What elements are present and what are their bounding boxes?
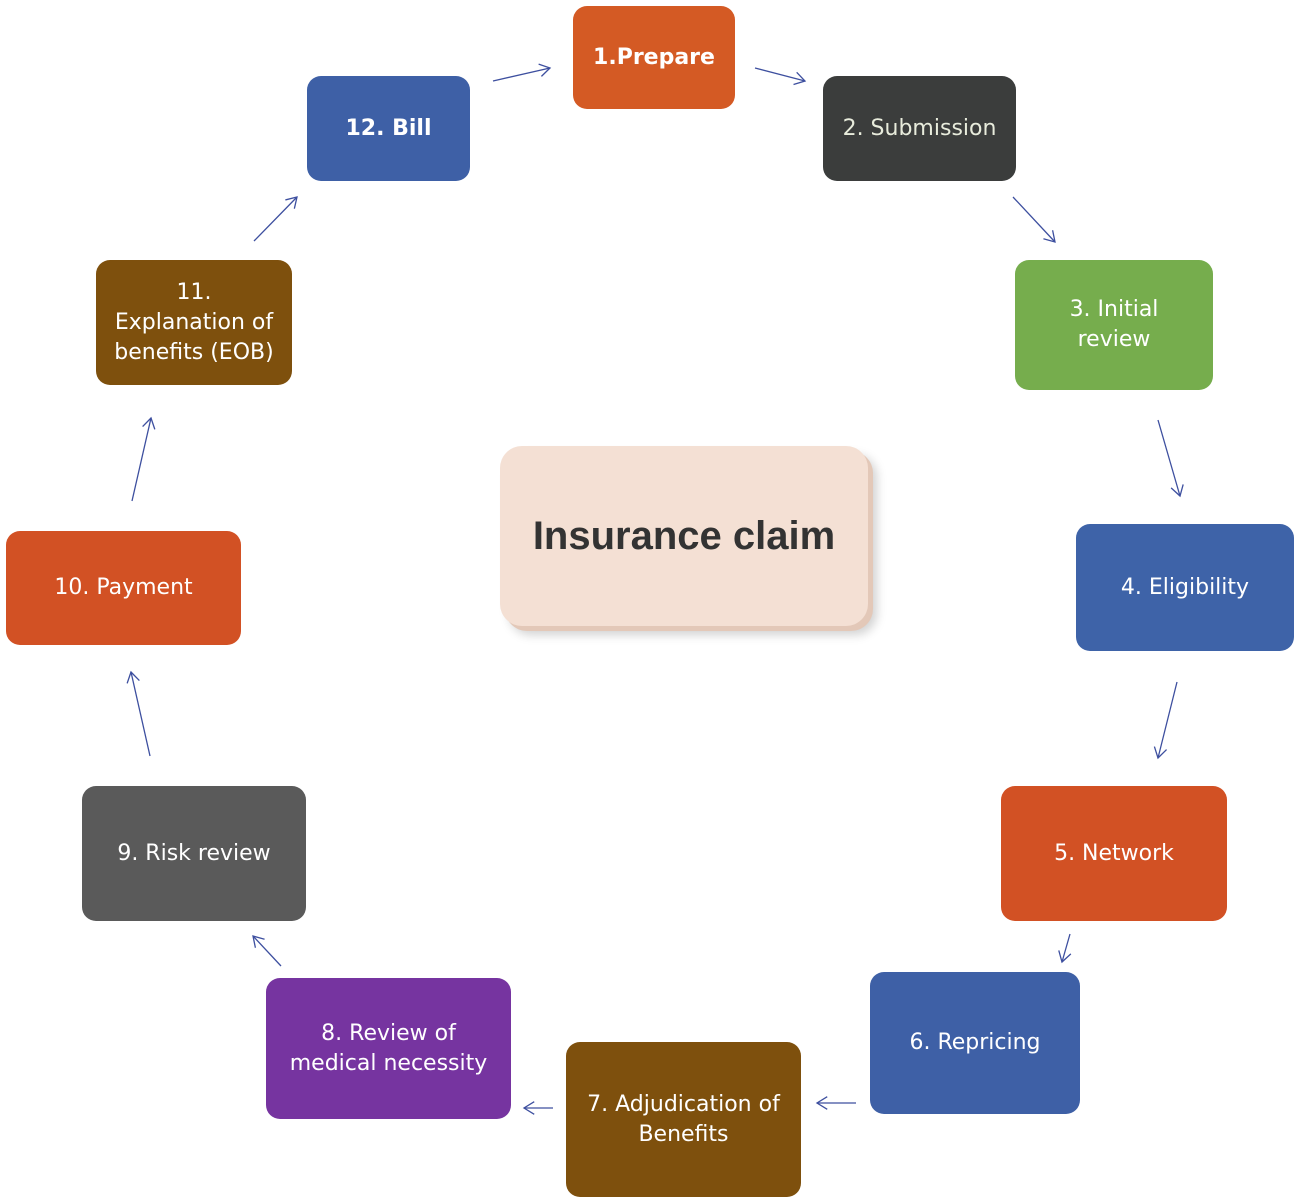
- step-3-label: 3. Initial review: [1069, 297, 1159, 352]
- step-2-label: 2. Submission: [842, 115, 997, 141]
- step-7-label: 7. Adjudication of Benefits: [587, 1091, 780, 1147]
- step-11-explanation-of-benefits[interactable]: 11. Explanation of benefits (EOB): [96, 260, 292, 385]
- arrow-2: [754, 67, 807, 86]
- step-5-network[interactable]: 5. Network: [1001, 786, 1227, 921]
- step-6-label: 6. Repricing: [909, 1030, 1041, 1055]
- step-12-label: 12. Bill: [345, 115, 432, 141]
- step-10-label: 10. Payment: [54, 575, 193, 600]
- step-11-label: 11. Explanation of benefits (EOB): [114, 279, 274, 365]
- arrow-4: [1157, 419, 1184, 498]
- step-3-initial-review[interactable]: 3. Initial review: [1015, 260, 1213, 390]
- arrow-5: [1153, 681, 1178, 760]
- center-title: Insurance claim: [532, 513, 836, 558]
- step-4-eligibility[interactable]: 4. Eligibility: [1076, 524, 1294, 651]
- step-9-risk-review[interactable]: 9. Risk review: [82, 786, 306, 921]
- arrow-9: [252, 935, 282, 967]
- step-4-label: 4. Eligibility: [1120, 574, 1250, 600]
- step-2-submission[interactable]: 2. Submission: [823, 76, 1016, 181]
- step-6-repricing[interactable]: 6. Repricing: [870, 972, 1080, 1114]
- step-9-label: 9. Risk review: [117, 840, 271, 866]
- arrow-3: [1012, 196, 1056, 243]
- arrow-6: [1058, 933, 1072, 964]
- step-8-review-of-medical-necessity[interactable]: 8. Review of medical necessity: [266, 978, 511, 1119]
- arrow-1: [492, 63, 552, 82]
- arrow-8: [522, 1101, 553, 1115]
- step-8-label: 8. Review of medical necessity: [289, 1020, 488, 1076]
- step-5-label: 5. Network: [1054, 840, 1174, 866]
- center-title-box: Insurance claim: [500, 446, 868, 626]
- arrow-11: [131, 416, 156, 502]
- step-1-prepare[interactable]: 1.Prepare: [573, 6, 735, 109]
- arrow-10: [126, 670, 151, 757]
- arrow-12: [253, 196, 298, 242]
- step-7-adjudication-of-benefits[interactable]: 7. Adjudication of Benefits: [566, 1042, 801, 1197]
- step-10-payment[interactable]: 10. Payment: [6, 531, 241, 645]
- arrow-7: [815, 1096, 856, 1110]
- step-12-bill[interactable]: 12. Bill: [307, 76, 470, 181]
- step-1-label: 1.Prepare: [593, 44, 715, 70]
